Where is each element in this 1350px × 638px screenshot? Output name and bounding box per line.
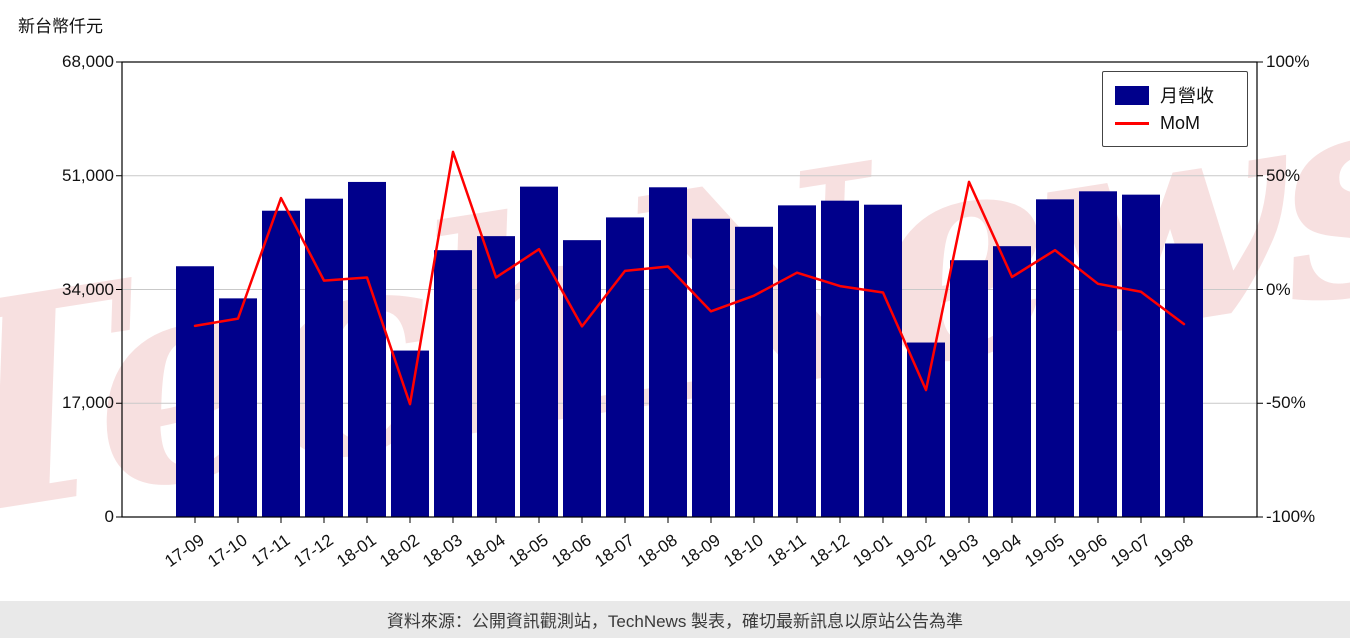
source-footer: 資料來源：公開資訊觀測站，TechNews 製表，確切最新訊息以原站公告為準 <box>0 601 1350 638</box>
right-axis-tick-label: 100% <box>1266 52 1310 71</box>
revenue-bar <box>1079 191 1117 518</box>
mom-line-swatch-icon <box>1115 121 1149 125</box>
revenue-bar <box>1036 199 1074 518</box>
legend-label-revenue: 月營收 <box>1160 86 1214 106</box>
revenue-bar <box>434 250 472 518</box>
revenue-bar <box>262 210 300 518</box>
revenue-bar <box>950 260 988 518</box>
revenue-bar-swatch-icon <box>1115 85 1149 105</box>
revenue-bar <box>1165 243 1203 518</box>
revenue-bar <box>649 187 687 518</box>
revenue-bar <box>563 240 601 518</box>
revenue-bar <box>821 200 859 518</box>
revenue-bar <box>735 226 773 518</box>
chart-legend: 月營收 MoM <box>1102 71 1248 147</box>
revenue-bar <box>1122 194 1160 518</box>
revenue-bar <box>219 298 257 518</box>
revenue-bar <box>391 350 429 518</box>
right-axis-tick-label: -50% <box>1266 393 1306 413</box>
revenue-bar <box>864 204 902 518</box>
revenue-bar <box>348 181 386 518</box>
right-axis-tick-label: 50% <box>1266 165 1301 185</box>
revenue-bar <box>692 218 730 518</box>
legend-label-mom: MoM <box>1160 112 1200 133</box>
right-axis-tick-label: -100% <box>1266 507 1316 526</box>
left-axis-tick-label: 17,000 <box>62 393 114 413</box>
revenue-bar <box>778 205 816 518</box>
revenue-bar <box>176 266 214 518</box>
left-axis-tick-label: 34,000 <box>62 279 114 299</box>
revenue-bar <box>305 198 343 518</box>
right-axis-tick-label: 0% <box>1266 279 1291 299</box>
revenue-bar <box>993 246 1031 518</box>
revenue-bar <box>907 342 945 518</box>
legend-item-revenue: 月營收 <box>1115 81 1235 109</box>
revenue-bar <box>606 217 644 518</box>
left-axis-tick-label: 51,000 <box>62 165 114 185</box>
left-axis-tick-label: 0 <box>104 507 114 526</box>
revenue-bar <box>520 186 558 518</box>
mom-line <box>193 150 1186 406</box>
left-axis-title: 新台幣仟元 <box>18 17 103 36</box>
legend-item-mom: MoM <box>1115 109 1235 137</box>
left-axis-tick-label: 68,000 <box>62 52 114 71</box>
revenue-bar <box>477 236 515 518</box>
